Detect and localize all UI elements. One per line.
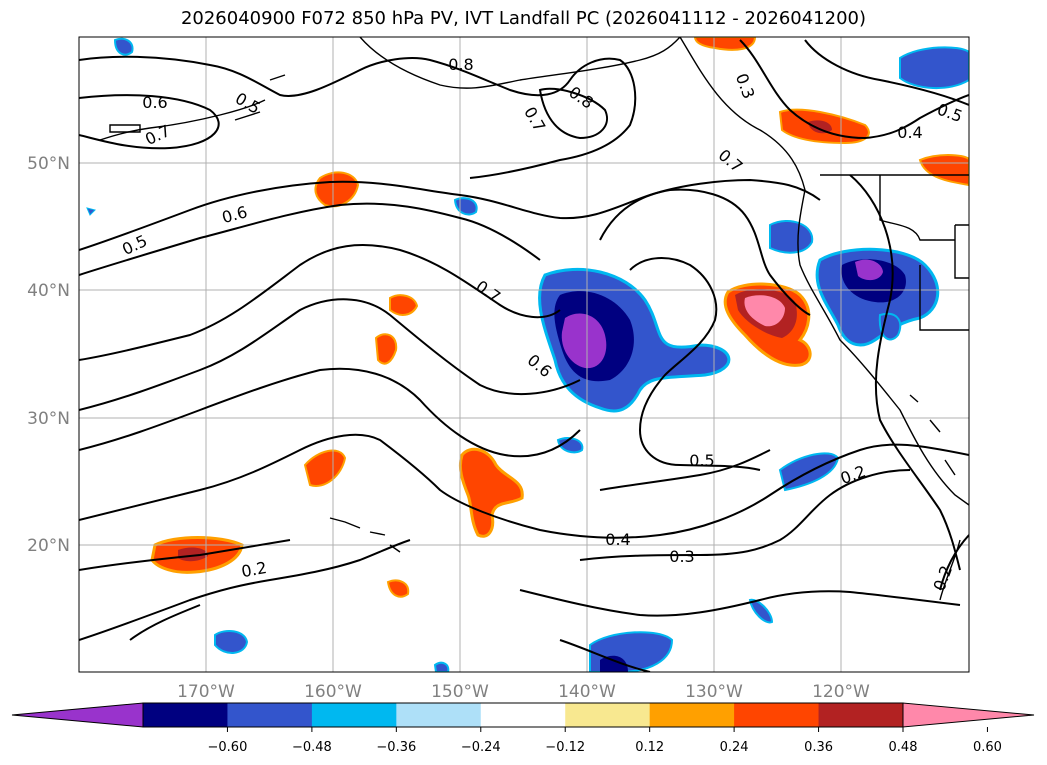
contour-label: 0.8 — [448, 55, 473, 74]
lon-label: 140°W — [558, 682, 616, 702]
colorbar-segment — [480, 703, 566, 727]
colorbar-segment — [734, 703, 820, 727]
lon-label: 120°W — [812, 682, 870, 702]
contour-label: 0.8 — [565, 82, 597, 112]
contour-label: 0.3 — [732, 71, 759, 101]
contour-label: 0.2 — [930, 563, 957, 593]
colorbar-tick-label: −0.12 — [545, 740, 585, 755]
colorbar-segment — [649, 703, 735, 727]
colorbar: −0.60 −0.48 −0.36 −0.24 −0.12 0.12 0.24 0.36 0.4… — [11, 702, 1035, 755]
map-frame — [78, 36, 970, 673]
colorbar-tick-label: 0.48 — [889, 740, 918, 755]
map-area: 0.8 0.6 0.5 0.7 0.8 0.7 0.3 0.5 0.4 0.7 … — [79, 37, 969, 672]
lat-label: 40°N — [27, 281, 70, 301]
colorbar-tick-label: −0.48 — [292, 740, 332, 755]
shading-layer — [86, 37, 969, 672]
colorbar-tick-label: −0.24 — [461, 740, 501, 755]
colorbar-segment — [565, 703, 651, 727]
colorbar-tick-label: 0.24 — [720, 740, 749, 755]
contour-label: 0.6 — [524, 350, 556, 381]
contour-label: 0.5 — [232, 89, 264, 118]
colorbar-segment — [396, 703, 482, 727]
colorbar-tick-label: 0.12 — [635, 740, 664, 755]
colorbar-tick-label: 0.60 — [973, 740, 1002, 755]
contour-label: 0.4 — [605, 530, 630, 549]
colorbar-segment — [818, 703, 904, 727]
contour-label: 0.3 — [669, 547, 694, 566]
colorbar-max-extension — [903, 703, 1034, 727]
lon-label: 150°W — [431, 682, 489, 702]
contour-label: 0.2 — [240, 558, 268, 581]
pv-contours — [79, 39, 969, 672]
contour-label: 0.4 — [897, 123, 922, 142]
colorbar-segment — [227, 703, 313, 727]
graticule — [79, 37, 969, 672]
lon-label: 170°W — [177, 682, 235, 702]
colorbar-segment — [143, 703, 228, 727]
lat-label: 50°N — [27, 154, 70, 174]
contour-label: 0.7 — [472, 276, 504, 306]
colorbar-tick-label: 0.36 — [804, 740, 833, 755]
map-title: 2026040900 F072 850 hPa PV, IVT Landfall… — [180, 8, 867, 29]
colorbar-frame — [142, 702, 904, 728]
colorbar-tick-label: −0.36 — [376, 740, 416, 755]
contour-label: 0.6 — [220, 202, 250, 227]
contour-label: 0.2 — [838, 462, 868, 489]
longitude-labels: 170°W 160°W 150°W 140°W 130°W 120°W — [177, 682, 870, 702]
contour-label: 0.7 — [715, 145, 747, 176]
lon-label: 160°W — [304, 682, 362, 702]
lat-label: 30°N — [27, 409, 70, 429]
lat-label: 20°N — [27, 536, 70, 556]
colorbar-segment — [311, 703, 397, 727]
coastlines — [99, 37, 969, 601]
colorbar-min-extension — [12, 703, 143, 727]
colorbar-tick-label: −0.60 — [208, 740, 248, 755]
contour-label: 0.5 — [935, 100, 965, 127]
contour-label: 0.6 — [142, 93, 167, 112]
contour-label: 0.5 — [689, 451, 714, 470]
lon-label: 130°W — [685, 682, 743, 702]
latitude-labels: 50°N 40°N 30°N 20°N — [27, 154, 70, 556]
